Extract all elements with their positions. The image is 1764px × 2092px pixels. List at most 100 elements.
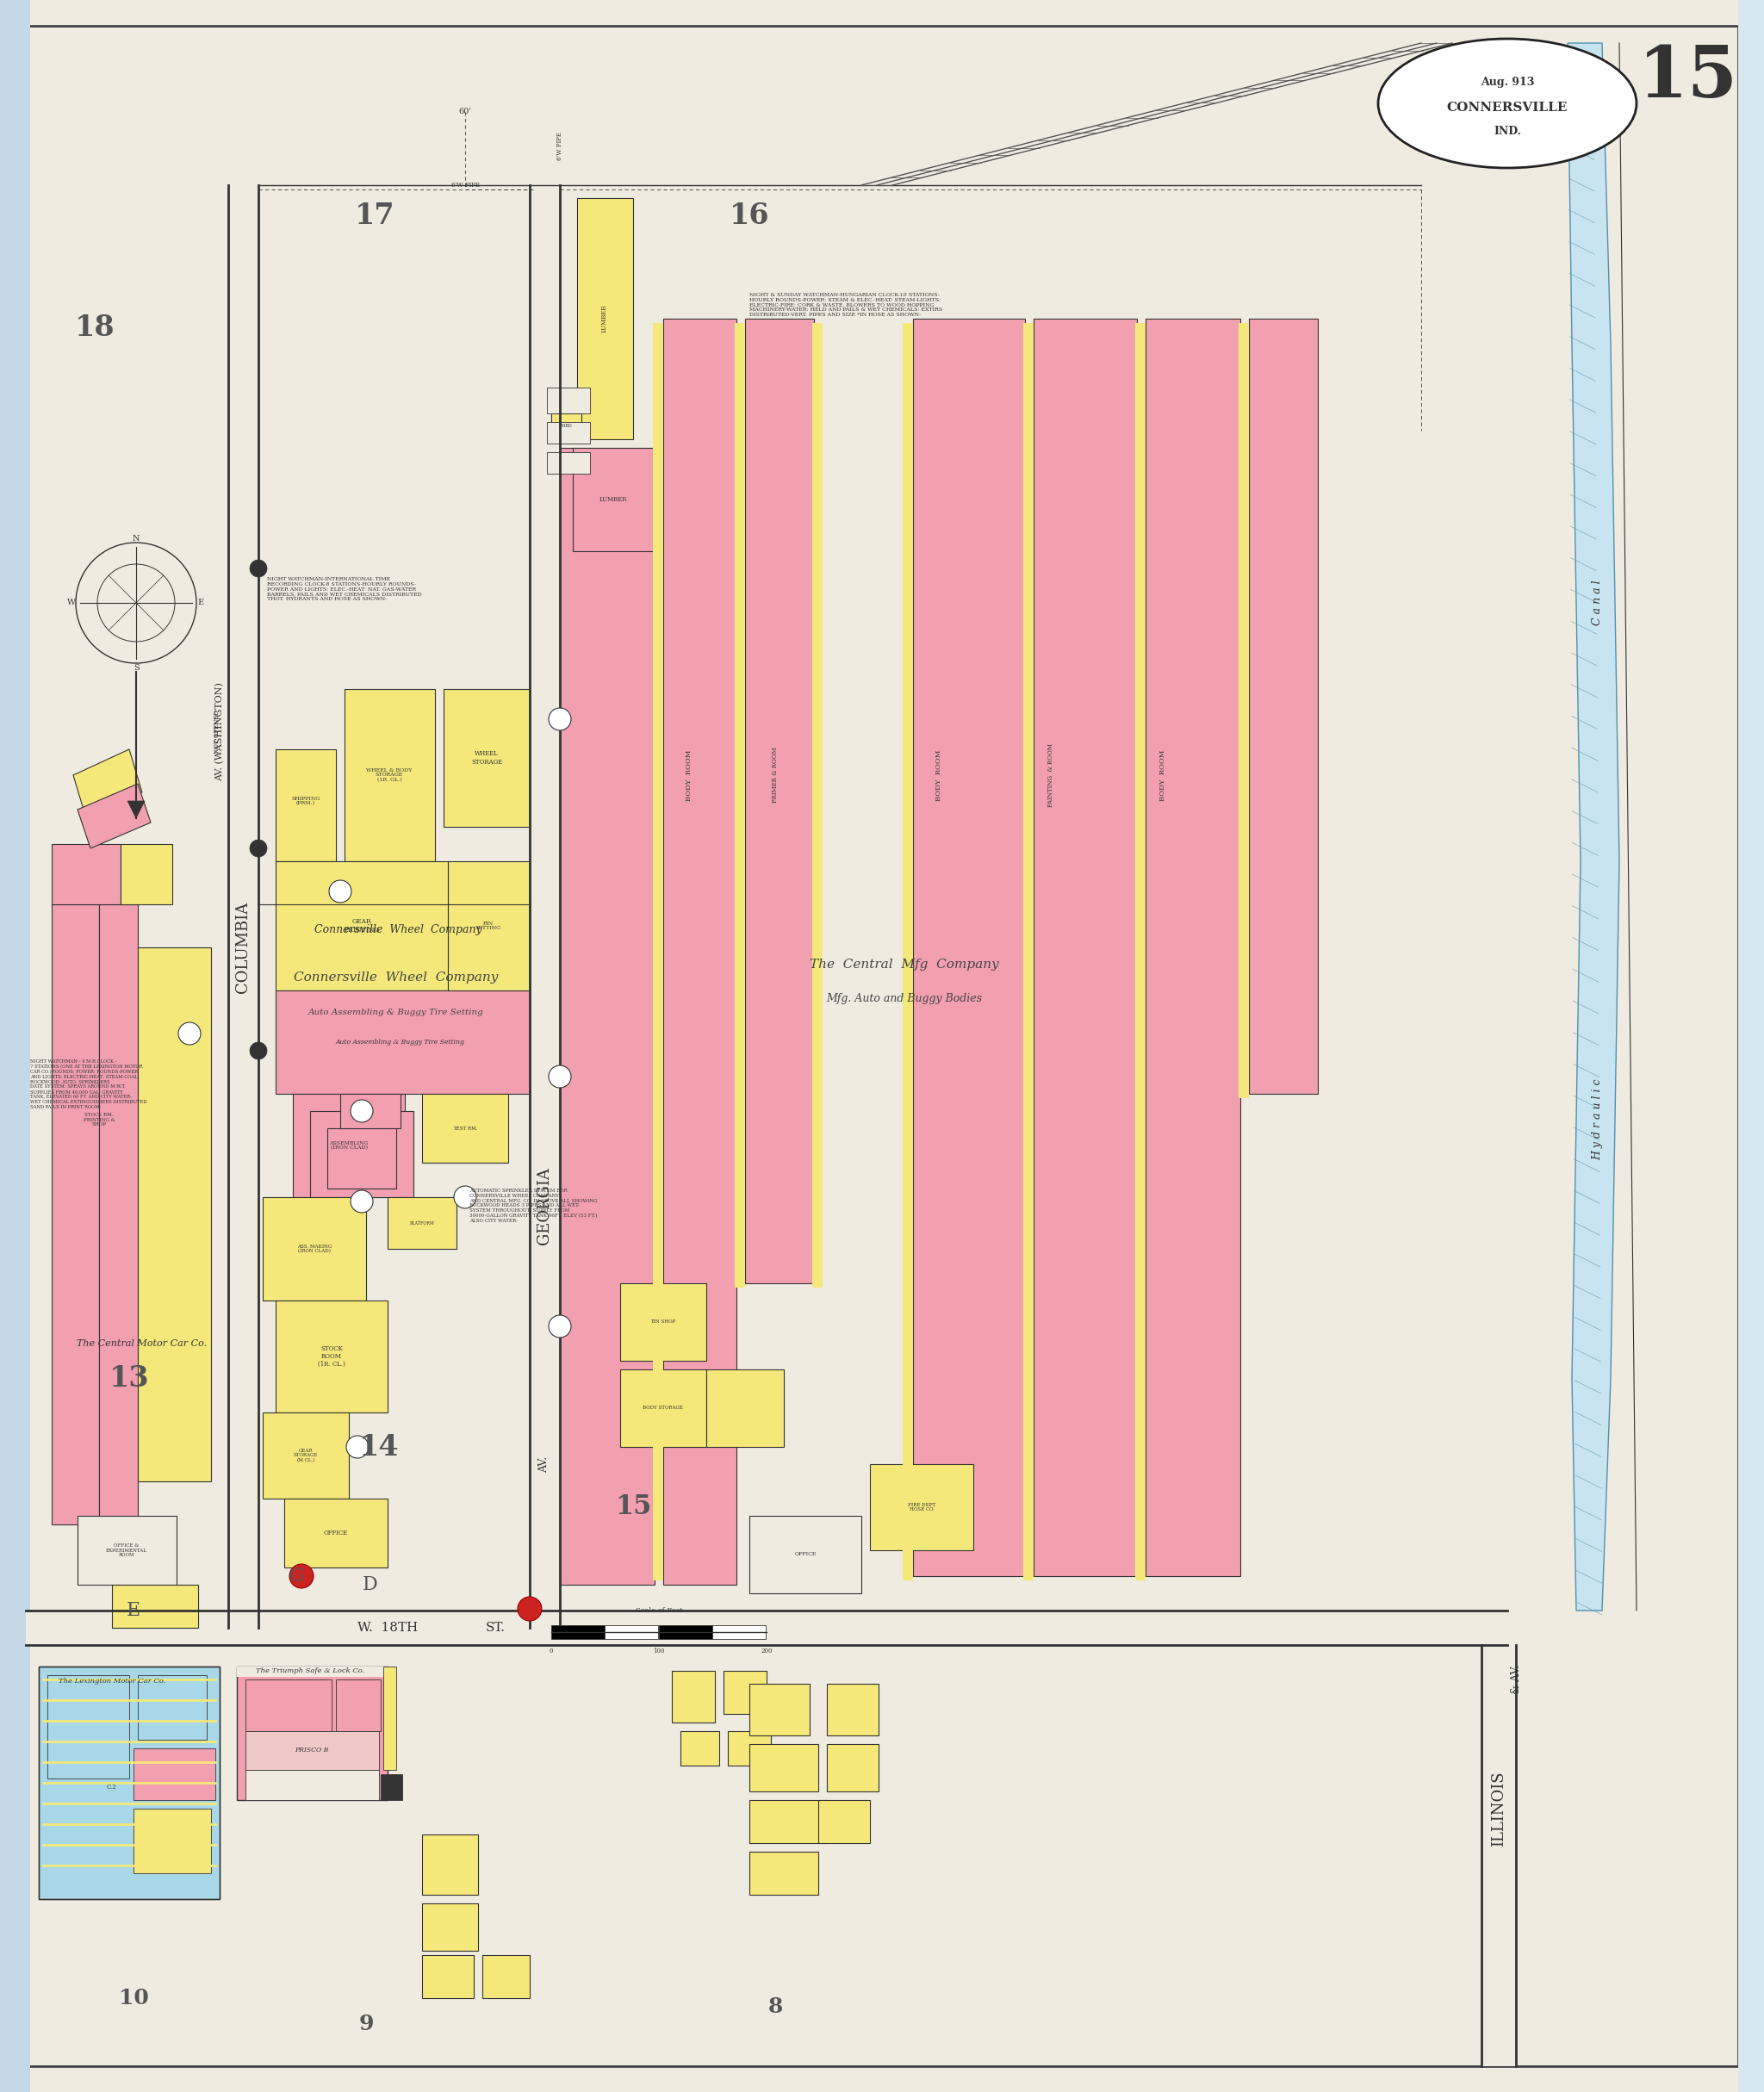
Text: 13: 13 [109, 1364, 150, 1393]
Text: TEST RM.: TEST RM. [453, 1125, 478, 1130]
Text: OFFICE: OFFICE [794, 1552, 817, 1556]
Bar [383, 1667, 397, 1770]
Text: 60': 60' [459, 109, 471, 115]
Text: Auto Assembling & Buggy Tire Setting: Auto Assembling & Buggy Tire Setting [335, 1040, 466, 1046]
Bar [653, 322, 663, 1579]
Text: 0: 0 [549, 1648, 554, 1655]
Bar [344, 688, 436, 862]
Circle shape [250, 839, 266, 858]
Text: GEAR
STORAGE
(M.CL.): GEAR STORAGE (M.CL.) [293, 1448, 318, 1462]
Bar [1023, 322, 1034, 1579]
Text: IND.: IND. [1494, 126, 1521, 136]
Bar [672, 1672, 714, 1722]
Bar [550, 1625, 605, 1638]
Bar [750, 1517, 861, 1594]
Text: The Central Motor Car Co.: The Central Motor Car Co. [78, 1339, 206, 1347]
Text: LUMBER: LUMBER [602, 305, 609, 333]
Circle shape [351, 1190, 372, 1213]
Text: OFFICE: OFFICE [325, 1529, 348, 1536]
Circle shape [250, 1042, 266, 1059]
Bar [422, 1956, 475, 1998]
Text: ST.: ST. [485, 1621, 505, 1634]
Bar [138, 1676, 206, 1741]
Bar [26, 1611, 1506, 1644]
Bar [328, 1128, 397, 1188]
Bar [228, 186, 258, 1628]
Bar [870, 1464, 974, 1550]
Bar [750, 1851, 818, 1895]
Bar [120, 843, 173, 904]
Circle shape [549, 707, 572, 730]
Text: PAINTING  & ROOM: PAINTING & ROOM [1048, 743, 1055, 808]
Text: E: E [198, 598, 205, 607]
Bar [236, 1667, 388, 1799]
Bar [621, 1370, 706, 1448]
Bar [827, 1684, 878, 1736]
Text: LMBD: LMBD [559, 425, 573, 429]
Polygon shape [78, 784, 150, 849]
Ellipse shape [1378, 40, 1637, 167]
Text: AUTOMATIC SPRINKLER SYSTEM FOR
CONNERSVILLE WHEEL COMPANY
AND CENTRAL MFG. CO. I: AUTOMATIC SPRINKLER SYSTEM FOR CONNERSVI… [469, 1188, 598, 1224]
Bar [750, 1684, 810, 1736]
Bar [275, 749, 335, 862]
Bar [275, 990, 529, 1094]
Bar [263, 1197, 367, 1301]
Text: ILLINOIS: ILLINOIS [1491, 1772, 1506, 1847]
Text: BODY  ROOM: BODY ROOM [686, 749, 693, 801]
Text: 17: 17 [355, 201, 395, 230]
Circle shape [453, 1186, 476, 1209]
Text: GEAR
PRINTING: GEAR PRINTING [344, 918, 379, 933]
Circle shape [330, 881, 351, 902]
Bar [48, 1676, 129, 1778]
Text: PRISCO B: PRISCO B [295, 1747, 328, 1753]
Text: D: D [363, 1575, 377, 1594]
Polygon shape [74, 749, 143, 818]
Text: N: N [132, 533, 139, 542]
Text: The Lexington Motor Car Co.: The Lexington Motor Car Co. [58, 1678, 166, 1684]
Text: AV. (WASHINGTON): AV. (WASHINGTON) [215, 682, 224, 782]
Bar [111, 1586, 198, 1628]
Bar [723, 1672, 767, 1713]
Bar [422, 1094, 508, 1163]
Bar [39, 1667, 220, 1900]
Text: 100: 100 [653, 1648, 665, 1655]
Text: GEORGIA: GEORGIA [536, 1167, 552, 1245]
Circle shape [346, 1435, 369, 1458]
Text: 8: 8 [767, 1996, 783, 2017]
Text: S: S [134, 663, 139, 672]
Text: NIGHT WATCHMAN-INTERNATIONAL TIME
RECORDING CLOCK-8 STATIONS-HOURLY ROUNDS-
POWE: NIGHT WATCHMAN-INTERNATIONAL TIME RECORD… [266, 577, 422, 600]
Bar [245, 1770, 379, 1799]
Bar [284, 1498, 388, 1567]
Bar [621, 1282, 706, 1360]
Bar [275, 862, 448, 990]
Text: PRIMER & ROOM: PRIMER & ROOM [773, 747, 778, 803]
Bar [236, 1667, 388, 1678]
Bar [99, 904, 138, 1525]
Bar [275, 1301, 388, 1412]
Text: Connersville  Wheel  Company: Connersville Wheel Company [295, 971, 499, 983]
Text: W: W [67, 598, 76, 607]
Bar [903, 322, 914, 1579]
Bar [750, 1745, 818, 1791]
Text: 6'W PIPE: 6'W PIPE [452, 182, 480, 188]
Bar [750, 1799, 827, 1843]
Bar [1238, 322, 1249, 1098]
Circle shape [549, 1065, 572, 1088]
Bar [1034, 318, 1138, 1575]
Bar [713, 1625, 766, 1638]
Text: G: G [289, 1567, 305, 1586]
Bar [559, 448, 654, 1586]
Bar [818, 1799, 870, 1843]
Bar [605, 1625, 658, 1638]
Circle shape [250, 561, 266, 577]
Bar [729, 1732, 771, 1766]
Circle shape [517, 1596, 542, 1621]
Text: BODY  ROOM: BODY ROOM [935, 749, 942, 801]
Bar [811, 322, 822, 1287]
Bar [1145, 318, 1240, 1575]
Bar [577, 199, 633, 439]
Bar [827, 1745, 878, 1791]
Bar [550, 414, 582, 439]
Bar [914, 318, 1025, 1575]
Text: BODY STORAGE: BODY STORAGE [644, 1406, 683, 1410]
